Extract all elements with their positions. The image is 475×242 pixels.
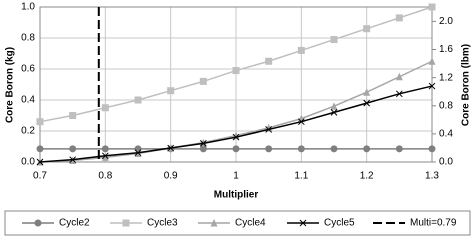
marker bbox=[36, 158, 44, 166]
legend-box bbox=[4, 210, 471, 236]
marker bbox=[69, 145, 77, 153]
y-tick-label: 0.8 bbox=[21, 33, 35, 44]
marker bbox=[101, 152, 109, 160]
x-tick-label: 1.3 bbox=[425, 171, 439, 182]
marker bbox=[167, 87, 175, 95]
marker bbox=[199, 145, 207, 153]
legend-label: Cycle4 bbox=[235, 218, 266, 229]
marker bbox=[330, 145, 338, 153]
marker bbox=[395, 72, 403, 81]
marker bbox=[363, 88, 371, 96]
marker bbox=[69, 112, 77, 119]
y2-tick-label: 0.8 bbox=[439, 100, 453, 111]
marker bbox=[199, 77, 207, 85]
marker bbox=[134, 96, 142, 104]
y2-tick-label: 2.0 bbox=[439, 16, 453, 27]
marker bbox=[232, 67, 240, 75]
y-tick-label: 0.4 bbox=[21, 95, 35, 106]
marker bbox=[330, 109, 338, 116]
legend-label: Cycle3 bbox=[147, 218, 178, 229]
y2-tick-label: 0.4 bbox=[439, 129, 453, 140]
marker bbox=[101, 145, 109, 153]
marker bbox=[428, 57, 436, 65]
marker bbox=[134, 149, 142, 157]
marker bbox=[122, 219, 130, 227]
x-tick-label: 1.1 bbox=[294, 171, 308, 182]
x-tick-label: 1.2 bbox=[360, 171, 374, 182]
marker bbox=[363, 25, 371, 33]
marker bbox=[265, 126, 273, 133]
y2-axis-title: Core Boron (lbm) bbox=[461, 44, 472, 126]
marker bbox=[428, 3, 436, 11]
marker bbox=[363, 99, 371, 107]
marker bbox=[297, 46, 305, 54]
marker bbox=[210, 219, 218, 227]
marker bbox=[101, 153, 109, 161]
x-axis-title: Multiplier bbox=[214, 190, 259, 201]
marker bbox=[297, 118, 305, 126]
plot-frame bbox=[39, 6, 433, 163]
marker bbox=[395, 90, 403, 98]
y-tick-label: 0.2 bbox=[21, 126, 35, 137]
y-tick-label: 0.6 bbox=[21, 64, 35, 75]
legend-label: Cycle2 bbox=[59, 218, 90, 229]
y2-tick-label: 0.0 bbox=[439, 157, 453, 168]
x-tick-label: 0.9 bbox=[164, 171, 178, 182]
marker bbox=[330, 36, 338, 44]
marker bbox=[34, 219, 42, 227]
marker bbox=[297, 145, 305, 153]
y-tick-label: 0.0 bbox=[21, 157, 35, 168]
legend-label: Multi=0.79 bbox=[410, 218, 457, 229]
marker bbox=[428, 82, 436, 90]
marker bbox=[299, 219, 307, 227]
marker bbox=[395, 145, 403, 153]
marker bbox=[36, 145, 44, 153]
marker bbox=[395, 14, 403, 22]
x-tick-label: 0.8 bbox=[98, 171, 112, 182]
marker bbox=[330, 102, 338, 110]
marker bbox=[265, 145, 273, 153]
x-tick-label: 0.7 bbox=[33, 171, 47, 182]
marker bbox=[363, 145, 371, 153]
marker bbox=[265, 57, 273, 65]
marker bbox=[36, 118, 44, 126]
x-tick-label: 1 bbox=[233, 171, 239, 182]
marker bbox=[69, 156, 77, 164]
marker bbox=[167, 144, 175, 152]
y-tick-label: 1.0 bbox=[21, 2, 35, 13]
y2-tick-label: 1.2 bbox=[439, 72, 453, 83]
y2-tick-label: 1.6 bbox=[439, 44, 453, 55]
marker bbox=[101, 104, 109, 112]
marker bbox=[232, 145, 240, 153]
marker bbox=[232, 133, 240, 141]
marker bbox=[428, 145, 436, 153]
legend-label: Cycle5 bbox=[324, 218, 355, 229]
y-axis-title: Core Boron (kg) bbox=[5, 47, 16, 123]
marker bbox=[199, 140, 207, 147]
